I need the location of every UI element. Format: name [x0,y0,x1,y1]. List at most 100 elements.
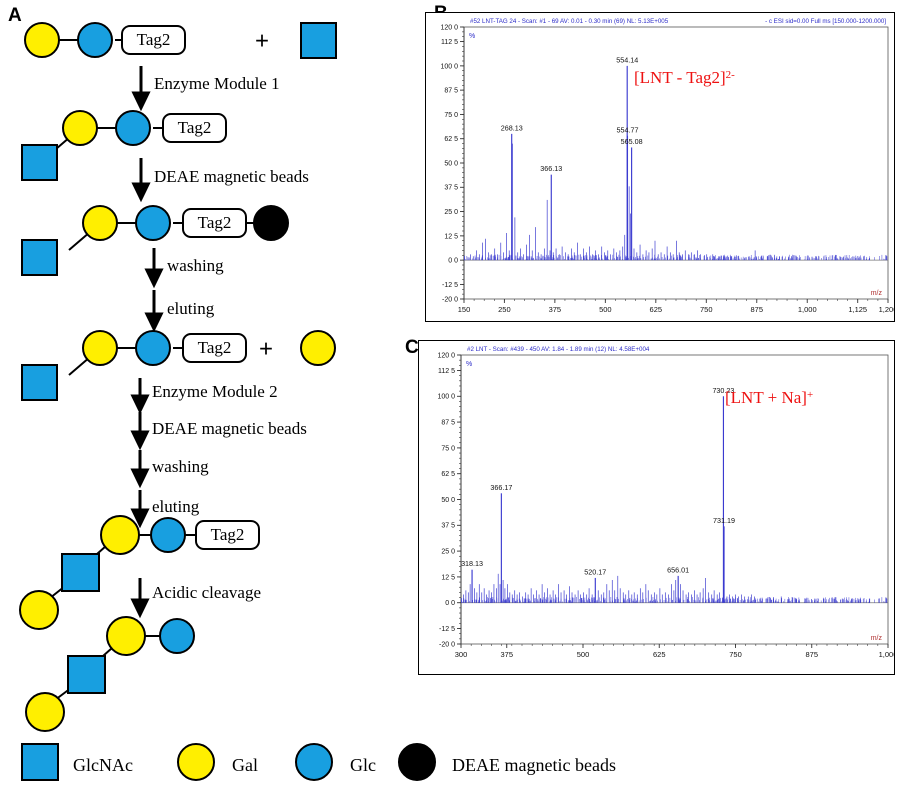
glyph-gal [25,692,65,732]
panel-label-c: C [405,337,419,358]
glyph-glcnac [61,553,100,592]
scheme-step-5: Enzyme Module 2 [130,378,278,415]
legend-swatch-glcnac [21,743,59,781]
y-tick-label: 37 5 [441,523,455,530]
tag2-label: Tag2 [137,30,171,49]
tag2-label: Tag2 [178,118,212,137]
x-tick-label: 750 [700,305,713,314]
glyph-tag2-box [182,208,247,238]
x-tick-label: 1,200 [879,305,894,314]
panel-b-spectrum: #52 LNT-TAG 24 - Scan: #1 - 69 AV: 0.01 … [425,12,895,322]
x-tick-label: 1,000 [798,305,817,314]
y-tick-label: 25 0 [444,209,458,216]
legend-swatch-deae-beads [398,743,436,781]
peak-label: 366.17 [490,483,512,492]
y-tick-label: 75 0 [441,445,455,452]
scheme-step-6: DEAE magnetic beads [130,412,307,451]
y-tick-label: -12 5 [442,282,458,289]
peak-label: 554.77 [616,125,638,134]
y-tick-label: 12 5 [444,233,458,240]
y-tick-label: 12 5 [441,574,455,581]
glyph-glcnac [67,655,106,694]
glyph-tag2-box [162,113,227,143]
step-text-eluting-1: eluting [167,299,215,318]
glyph-tag2-box [182,333,247,363]
peak-label: 730.23 [712,386,734,395]
y-tick-label: -20 0 [439,641,455,648]
tag2-label: Tag2 [211,525,245,544]
peak-label: 520.17 [584,567,606,576]
y-tick-label: 50 0 [444,160,458,167]
peak-label: 554.14 [616,55,638,64]
scheme-step-3: washing [144,248,224,289]
step-text-deae-beads-1: DEAE magnetic beads [154,167,309,186]
tag2-label: Tag2 [198,338,232,357]
glyph-glcnac [21,239,58,276]
x-axis-label: m/z [871,635,883,642]
x-tick-label: 375 [549,305,562,314]
scheme-step-1: Enzyme Module 1 [131,66,280,112]
y-tick-label: 25 0 [441,549,455,556]
scheme-row-6 [25,616,195,732]
x-tick-label: 500 [599,305,612,314]
y-tick-label: 100 0 [437,394,455,401]
tag2-label: Tag2 [198,213,232,232]
peak-label: 565.08 [621,137,643,146]
glyph-glc [135,205,171,241]
y-tick-label: 112 5 [441,39,458,46]
peak-label: 656.01 [667,565,689,574]
spectrum-header-left: #2 LNT - Scan: #439 - 450 AV: 1.84 - 1.8… [467,346,650,353]
glyph-glc [115,110,151,146]
scheme-step-2: DEAE magnetic beads [131,158,309,203]
y-tick-label: 100 0 [440,63,458,70]
scheme-step-4: eluting [144,290,215,333]
x-tick-label: 875 [751,305,764,314]
x-tick-label: 150 [458,305,471,314]
glyph-gal [82,330,118,366]
scheme-row-3: Tag2 [21,205,289,276]
glyph-glcnac [21,364,58,401]
y-tick-label: 120 0 [440,24,458,31]
peak-label: 268.13 [501,123,523,132]
glyph-gal [106,616,146,656]
scheme-step-9: Acidic cleavage [130,578,261,619]
step-text-enzyme-module-1: Enzyme Module 1 [154,74,280,93]
y-tick-label: 0 0 [448,258,458,265]
step-text-acidic-cleavage: Acidic cleavage [152,583,261,602]
y-tick-label: 87 5 [444,88,458,95]
spectrum-annotation: [LNT - Tag2]2- [634,68,735,87]
glyph-gal [300,330,336,366]
spectrum-annotation: [LNT + Na]+ [725,388,813,407]
y-axis-label: % [469,33,475,40]
y-tick-label: 112 5 [438,368,455,375]
panel-a-scheme: Tag2 + Enzyme Module 1 Tag2 [0,0,420,796]
legend-label-glc: Glc [350,755,376,775]
scheme-row-1: Tag2 + [24,22,337,59]
spectrum-trace [463,65,888,261]
x-tick-label: 625 [653,650,666,659]
plot-frame [460,354,889,645]
y-axis-label: % [466,361,472,368]
legend-swatch-glc [295,743,333,781]
peak-label: 731.19 [713,516,735,525]
y-tick-label: 0 0 [445,600,455,607]
x-tick-label: 625 [650,305,663,314]
panel-label-a: A [8,5,22,26]
glyph-tag2-box [195,520,260,550]
plot-frame [463,26,889,300]
glyph-glc [159,618,195,654]
legend-label-deae-beads: DEAE magnetic beads [452,755,616,775]
plus-sign-2: + [259,336,273,363]
x-tick-label: 300 [455,650,468,659]
scheme-row-5: Tag2 [19,515,260,630]
legend-label-gal: Gal [232,755,258,775]
y-tick-label: -12 5 [439,626,455,633]
glyph-gal [62,110,98,146]
x-tick-label: 750 [729,650,742,659]
peak-label: 318.13 [461,559,483,568]
glyph-gal [82,205,118,241]
x-axis-label: m/z [871,290,883,297]
y-tick-label: 120 0 [437,352,455,359]
step-text-deae-beads-2: DEAE magnetic beads [152,419,307,438]
